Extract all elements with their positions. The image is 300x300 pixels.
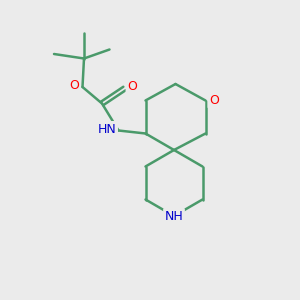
Text: O: O [209,94,219,107]
Text: NH: NH [165,209,183,223]
Text: O: O [127,80,137,94]
Text: O: O [69,79,79,92]
Text: HN: HN [98,122,116,136]
